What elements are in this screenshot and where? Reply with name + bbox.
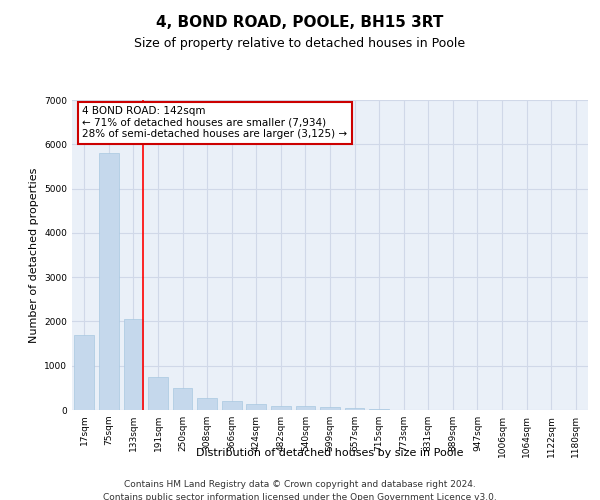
Text: Contains HM Land Registry data © Crown copyright and database right 2024.: Contains HM Land Registry data © Crown c… bbox=[124, 480, 476, 489]
Bar bbox=[345, 408, 364, 410]
Bar bbox=[124, 319, 143, 410]
Bar bbox=[197, 398, 217, 410]
Bar bbox=[99, 153, 119, 410]
Bar bbox=[173, 388, 193, 410]
Y-axis label: Number of detached properties: Number of detached properties bbox=[29, 168, 38, 342]
Text: 4, BOND ROAD, POOLE, BH15 3RT: 4, BOND ROAD, POOLE, BH15 3RT bbox=[157, 15, 443, 30]
Bar bbox=[370, 408, 389, 410]
Bar bbox=[296, 406, 315, 410]
Bar bbox=[148, 377, 168, 410]
Bar bbox=[271, 406, 290, 410]
Bar bbox=[222, 401, 242, 410]
Bar bbox=[247, 404, 266, 410]
Text: Size of property relative to detached houses in Poole: Size of property relative to detached ho… bbox=[134, 38, 466, 51]
Text: Contains public sector information licensed under the Open Government Licence v3: Contains public sector information licen… bbox=[103, 492, 497, 500]
Bar bbox=[74, 334, 94, 410]
Bar bbox=[320, 408, 340, 410]
Text: Distribution of detached houses by size in Poole: Distribution of detached houses by size … bbox=[196, 448, 464, 458]
Text: 4 BOND ROAD: 142sqm
← 71% of detached houses are smaller (7,934)
28% of semi-det: 4 BOND ROAD: 142sqm ← 71% of detached ho… bbox=[82, 106, 347, 140]
